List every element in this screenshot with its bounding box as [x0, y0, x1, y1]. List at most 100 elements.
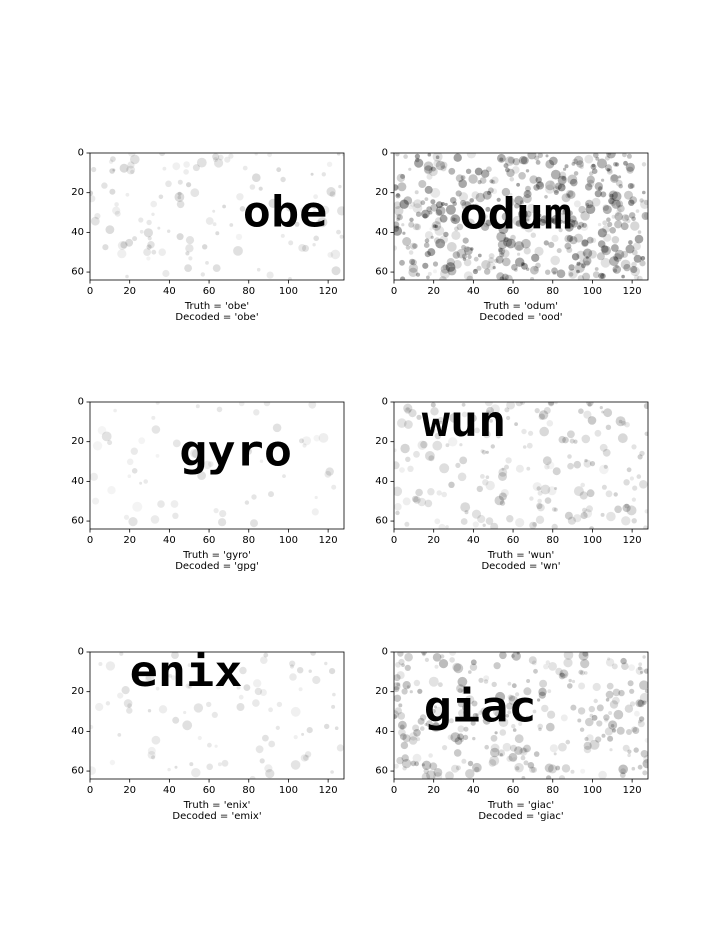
noise-speck [489, 179, 494, 184]
noise-speck [426, 770, 436, 779]
noise-speck [424, 231, 434, 240]
noise-speck [594, 429, 602, 437]
noise-speck [538, 413, 545, 420]
noise-speck [239, 666, 247, 675]
noise-speck [432, 153, 443, 162]
x-tick-label: 100 [279, 785, 298, 796]
noise-speck [527, 153, 537, 160]
noise-speck [259, 758, 265, 764]
noise-speck [634, 234, 644, 244]
noise-speck [457, 688, 463, 694]
noise-speck [567, 268, 578, 279]
noise-speck [624, 503, 630, 509]
noise-speck [489, 419, 493, 423]
noise-speck [158, 194, 164, 200]
noise-speck [125, 274, 129, 279]
noise-speck [426, 173, 433, 180]
noise-speck [331, 484, 337, 490]
noise-speck [445, 525, 449, 529]
noise-speck [597, 228, 608, 238]
noise-speck [238, 694, 244, 700]
noise-speck [508, 695, 515, 702]
noise-speck [90, 190, 94, 196]
noise-speck [435, 201, 443, 209]
noise-speck [528, 430, 534, 436]
noise-speck [558, 435, 566, 444]
noise-speck [635, 666, 644, 676]
noise-speck [402, 231, 406, 235]
noise-speck [580, 511, 588, 520]
noise-speck [462, 257, 467, 261]
noise-speck [529, 521, 537, 529]
noise-speck [342, 153, 344, 157]
noise-speck [520, 221, 528, 230]
noise-speck [474, 167, 483, 176]
noise-speck [506, 755, 513, 762]
noise-speck [243, 684, 251, 691]
axes-frame [393, 152, 649, 281]
noise-speck [630, 183, 635, 189]
noise-speck [586, 175, 595, 184]
x-tick-label: 40 [467, 286, 480, 297]
noise-speck [432, 261, 439, 267]
x-tick-label: 100 [583, 785, 602, 796]
noise-speck [607, 153, 612, 156]
noise-speck [593, 153, 599, 158]
noise-speck [321, 172, 326, 177]
noise-speck [403, 403, 413, 413]
noise-speck [537, 217, 542, 222]
x-tick-label: 20 [427, 286, 440, 297]
noise-speck [520, 755, 526, 761]
noise-speck [546, 420, 554, 427]
noise-speck [127, 474, 132, 479]
truth-caption: Truth = 'odum' [483, 301, 558, 312]
noise-speck [395, 153, 400, 157]
noise-speck [622, 153, 627, 158]
noise-speck [464, 510, 469, 515]
noise-speck [440, 161, 448, 169]
noise-speck [537, 498, 542, 504]
noise-speck [171, 652, 179, 659]
noise-speck [527, 203, 537, 214]
noise-speck [293, 735, 298, 740]
noise-speck [445, 443, 450, 448]
noise-speck [590, 163, 597, 170]
noise-speck [302, 443, 307, 448]
noise-speck [400, 741, 409, 750]
truth-caption: Truth = 'obe' [184, 301, 249, 312]
noise-speck [546, 722, 555, 732]
noise-speck [566, 219, 576, 228]
noise-speck [521, 428, 527, 435]
noise-speck [638, 662, 643, 667]
noise-speck [526, 679, 531, 683]
noise-speck [264, 764, 273, 773]
noise-speck [506, 415, 511, 421]
noise-speck [465, 695, 475, 705]
noise-speck [601, 484, 607, 490]
noise-speck [615, 200, 624, 208]
noise-speck [205, 261, 209, 265]
noise-speck [491, 681, 497, 688]
noise-speck [213, 157, 218, 163]
x-tick-label: 20 [427, 535, 440, 546]
noise-speck [427, 271, 432, 276]
noise-speck [609, 193, 614, 198]
noise-speck [123, 514, 130, 520]
noise-speck [621, 516, 631, 526]
noise-speck [521, 262, 525, 266]
noise-speck [532, 522, 538, 527]
noise-speck [597, 158, 607, 169]
noise-speck [578, 682, 586, 690]
noise-speck [506, 702, 514, 710]
noise-speck [522, 194, 532, 204]
noise-speck [396, 756, 404, 765]
x-tick-label: 80 [242, 785, 255, 796]
y-tick-label: 0 [78, 397, 84, 408]
noise-speck [537, 490, 543, 496]
noise-speck [439, 276, 447, 280]
noise-speck [252, 699, 260, 707]
noise-speck [432, 224, 437, 229]
x-tick-label: 40 [163, 785, 176, 796]
noise-speck [397, 418, 407, 428]
noise-speck [430, 235, 434, 239]
